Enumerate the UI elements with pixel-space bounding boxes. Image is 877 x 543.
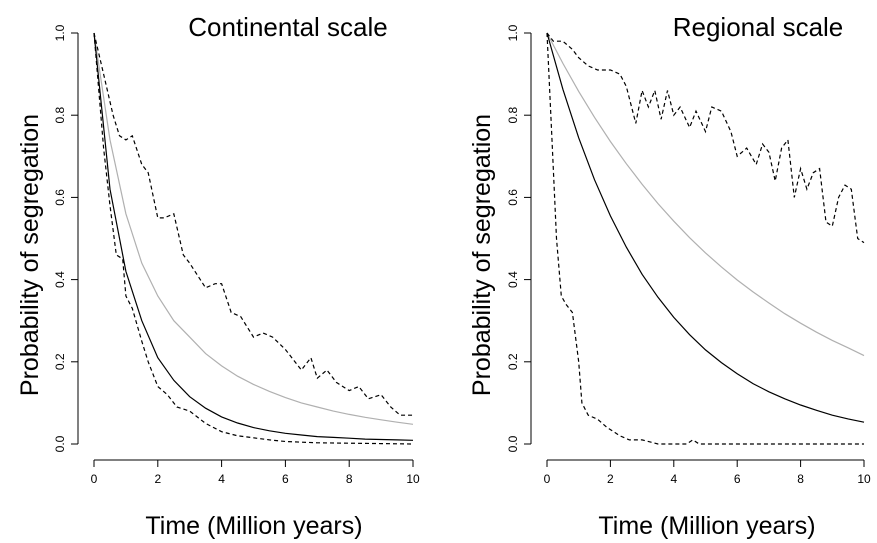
x-tick-label: 4 <box>670 472 677 486</box>
solid-series-line <box>93 32 414 425</box>
x-axis-label: Time (Million years) <box>598 512 815 540</box>
axis-ticks: 0 2 4 6 8 10 0.0 0.2 0.4 0.6 0.8 1.0 <box>53 24 420 486</box>
x-tick-label: 2 <box>154 472 161 486</box>
solid-series-line <box>546 32 865 357</box>
y-tick-label: 0.6 <box>53 189 67 206</box>
y-tick-label: 0.2 <box>53 353 67 370</box>
y-tick-label: 0.4 <box>506 271 520 288</box>
x-tick-label: 10 <box>406 472 420 486</box>
y-tick-label: 0.0 <box>506 435 520 452</box>
y-tick-label: 0.8 <box>506 107 520 124</box>
dashed-series-line <box>546 32 865 244</box>
x-tick-label: 6 <box>734 472 741 486</box>
series-lines <box>93 32 414 445</box>
y-tick-label: 0.0 <box>53 435 67 452</box>
y-tick-label: 1.0 <box>506 24 520 41</box>
panel-title: Regional scale <box>673 12 844 42</box>
y-tick-label: 0.4 <box>53 271 67 288</box>
regional-panel: Regional scale Time (Million years) Prob… <box>468 12 871 540</box>
series-lines <box>546 32 865 445</box>
x-tick-label: 0 <box>544 472 551 486</box>
x-tick-label: 4 <box>218 472 225 486</box>
panel-title: Continental scale <box>188 12 387 42</box>
x-tick-label: 0 <box>91 472 98 486</box>
y-tick-label: 0.6 <box>506 189 520 206</box>
x-tick-label: 8 <box>346 472 353 486</box>
y-tick-label: 0.8 <box>53 107 67 124</box>
solid-series-line <box>546 32 865 423</box>
x-tick-label: 2 <box>607 472 614 486</box>
x-tick-label: 10 <box>857 472 871 486</box>
y-axis-label: Probability of segregation <box>16 114 44 396</box>
y-tick-label: 1.0 <box>53 24 67 41</box>
y-tick-label: 0.2 <box>506 353 520 370</box>
dashed-series-line <box>93 32 413 416</box>
dashed-series-line <box>93 32 414 445</box>
continental-panel: Continental scale Time (Million years) P… <box>16 12 420 540</box>
x-axis-label: Time (Million years) <box>145 512 362 540</box>
solid-series-line <box>93 32 414 441</box>
x-tick-label: 6 <box>282 472 289 486</box>
y-axis-label: Probability of segregation <box>468 114 496 396</box>
axis-ticks: 0 2 4 6 8 10 0.0 0.2 0.4 0.6 0.8 1.0 <box>506 24 871 486</box>
dashed-series-line <box>546 32 864 445</box>
x-tick-label: 8 <box>797 472 804 486</box>
